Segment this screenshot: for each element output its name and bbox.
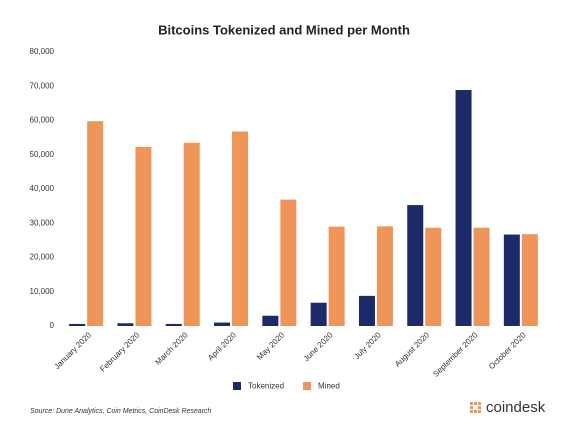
bar [165,323,182,326]
bar [69,323,86,326]
y-tick-label: 30,000 [30,218,55,227]
y-tick-label: 80,000 [30,47,55,56]
bar [473,227,490,326]
bar [407,205,424,326]
legend-swatch [303,382,311,390]
source-note: Source: Dune Analytics, Coin Metrics, Co… [30,408,212,415]
logo-text: coindesk [486,399,546,416]
bar [280,199,297,326]
y-tick-label: 40,000 [30,184,55,193]
bar [425,227,442,326]
bar [214,322,231,326]
bar [358,295,375,326]
bar [117,323,134,326]
y-tick-label: 20,000 [30,253,55,262]
bar [232,131,249,326]
bar [503,234,520,326]
bar [376,226,393,326]
bar [183,142,200,326]
legend-label: Mined [318,382,340,391]
y-tick-label: 70,000 [30,81,55,90]
y-tick-label: 60,000 [30,116,55,125]
y-tick-label: 10,000 [30,287,55,296]
bar [262,315,279,326]
y-tick-label: 0 [50,321,55,330]
bar [455,90,472,326]
logo-icon [470,402,481,413]
legend-swatch [233,382,241,390]
bar [521,234,538,326]
chart-title: Bitcoins Tokenized and Mined per Month [158,22,410,37]
bar [135,146,152,326]
bar [310,302,327,326]
bar [87,121,104,326]
y-tick-label: 50,000 [30,150,55,159]
bar [328,226,345,326]
legend-label: Tokenized [248,382,284,391]
